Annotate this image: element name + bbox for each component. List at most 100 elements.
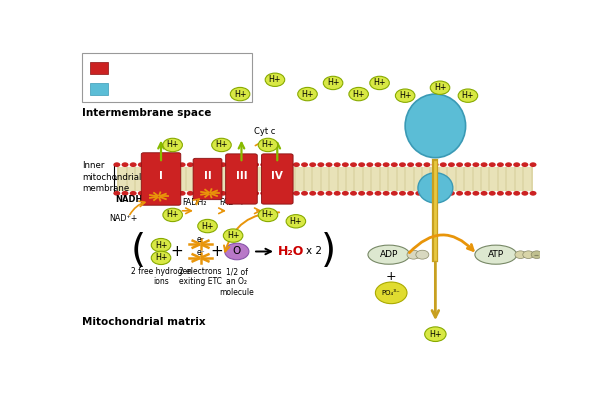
Circle shape <box>374 191 382 196</box>
Circle shape <box>430 81 450 95</box>
Text: Intermembrane space: Intermembrane space <box>82 108 211 119</box>
Circle shape <box>497 162 504 167</box>
Circle shape <box>326 191 332 196</box>
Bar <box>117 167 533 191</box>
Circle shape <box>130 191 137 196</box>
Circle shape <box>448 191 455 196</box>
Circle shape <box>268 191 275 196</box>
Circle shape <box>223 229 243 242</box>
FancyBboxPatch shape <box>226 154 257 204</box>
Text: H+: H+ <box>234 90 247 99</box>
Circle shape <box>350 191 357 196</box>
Text: H+: H+ <box>201 221 214 230</box>
Text: H+: H+ <box>461 91 474 100</box>
Circle shape <box>415 162 422 167</box>
Circle shape <box>138 162 145 167</box>
Circle shape <box>505 191 512 196</box>
Text: 1/2 of
an O₂
molecule: 1/2 of an O₂ molecule <box>220 267 254 297</box>
Text: (: ( <box>130 233 145 271</box>
Circle shape <box>230 88 250 101</box>
Circle shape <box>395 89 415 102</box>
Circle shape <box>268 162 275 167</box>
Text: FADH₂: FADH₂ <box>182 198 207 207</box>
Ellipse shape <box>368 245 410 264</box>
Text: ADP: ADP <box>380 250 398 259</box>
Circle shape <box>521 162 529 167</box>
Circle shape <box>179 162 185 167</box>
Circle shape <box>258 138 278 152</box>
Circle shape <box>122 191 128 196</box>
Circle shape <box>293 162 300 167</box>
Circle shape <box>163 208 182 222</box>
Text: H+: H+ <box>262 140 274 150</box>
Circle shape <box>326 162 332 167</box>
Circle shape <box>285 162 292 167</box>
Text: ATP: ATP <box>488 250 504 259</box>
Circle shape <box>407 250 420 259</box>
Circle shape <box>227 162 235 167</box>
Circle shape <box>212 138 231 152</box>
Circle shape <box>298 88 317 101</box>
Circle shape <box>415 191 422 196</box>
Circle shape <box>407 191 414 196</box>
Circle shape <box>407 162 414 167</box>
Text: H+: H+ <box>434 83 446 92</box>
FancyBboxPatch shape <box>193 158 222 199</box>
Circle shape <box>170 191 178 196</box>
Circle shape <box>138 191 145 196</box>
Circle shape <box>154 162 161 167</box>
Text: +: + <box>211 244 223 259</box>
Circle shape <box>170 162 178 167</box>
Circle shape <box>358 162 365 167</box>
Circle shape <box>130 162 137 167</box>
Circle shape <box>399 162 406 167</box>
Circle shape <box>211 162 218 167</box>
Circle shape <box>383 162 389 167</box>
Circle shape <box>464 162 471 167</box>
Text: NAD⁺+: NAD⁺+ <box>110 214 138 223</box>
Circle shape <box>195 191 202 196</box>
Circle shape <box>374 162 382 167</box>
Text: O: O <box>233 247 241 256</box>
Circle shape <box>309 191 316 196</box>
FancyBboxPatch shape <box>262 154 293 204</box>
Circle shape <box>416 250 429 259</box>
Circle shape <box>113 162 121 167</box>
Circle shape <box>349 88 368 101</box>
Text: II: II <box>203 171 211 181</box>
Text: PO₄³⁻: PO₄³⁻ <box>382 290 401 296</box>
Circle shape <box>198 219 217 233</box>
Ellipse shape <box>418 173 453 203</box>
Text: FAD⁺+: FAD⁺+ <box>219 198 245 207</box>
Circle shape <box>497 191 504 196</box>
Circle shape <box>472 191 479 196</box>
Circle shape <box>481 191 488 196</box>
Circle shape <box>187 191 194 196</box>
Circle shape <box>260 162 267 167</box>
Bar <box>91 83 108 95</box>
Text: I: I <box>159 171 163 181</box>
Text: H+: H+ <box>166 140 179 150</box>
Text: 2 electrons
exiting ETC: 2 electrons exiting ETC <box>179 267 222 287</box>
Text: H+: H+ <box>290 217 302 226</box>
Text: H+: H+ <box>301 90 314 99</box>
Circle shape <box>456 162 463 167</box>
Text: +: + <box>386 271 397 283</box>
Circle shape <box>383 191 389 196</box>
Circle shape <box>458 89 478 102</box>
Text: H+: H+ <box>262 211 274 219</box>
Text: H+: H+ <box>327 78 340 88</box>
Circle shape <box>293 191 300 196</box>
Circle shape <box>350 162 357 167</box>
Circle shape <box>151 251 171 265</box>
Circle shape <box>448 162 455 167</box>
Text: H+: H+ <box>215 140 228 150</box>
Circle shape <box>370 76 389 90</box>
Circle shape <box>220 191 226 196</box>
FancyBboxPatch shape <box>141 153 181 205</box>
Circle shape <box>211 191 218 196</box>
Text: H+: H+ <box>269 75 281 84</box>
Circle shape <box>513 162 520 167</box>
Circle shape <box>187 162 194 167</box>
Circle shape <box>489 162 496 167</box>
